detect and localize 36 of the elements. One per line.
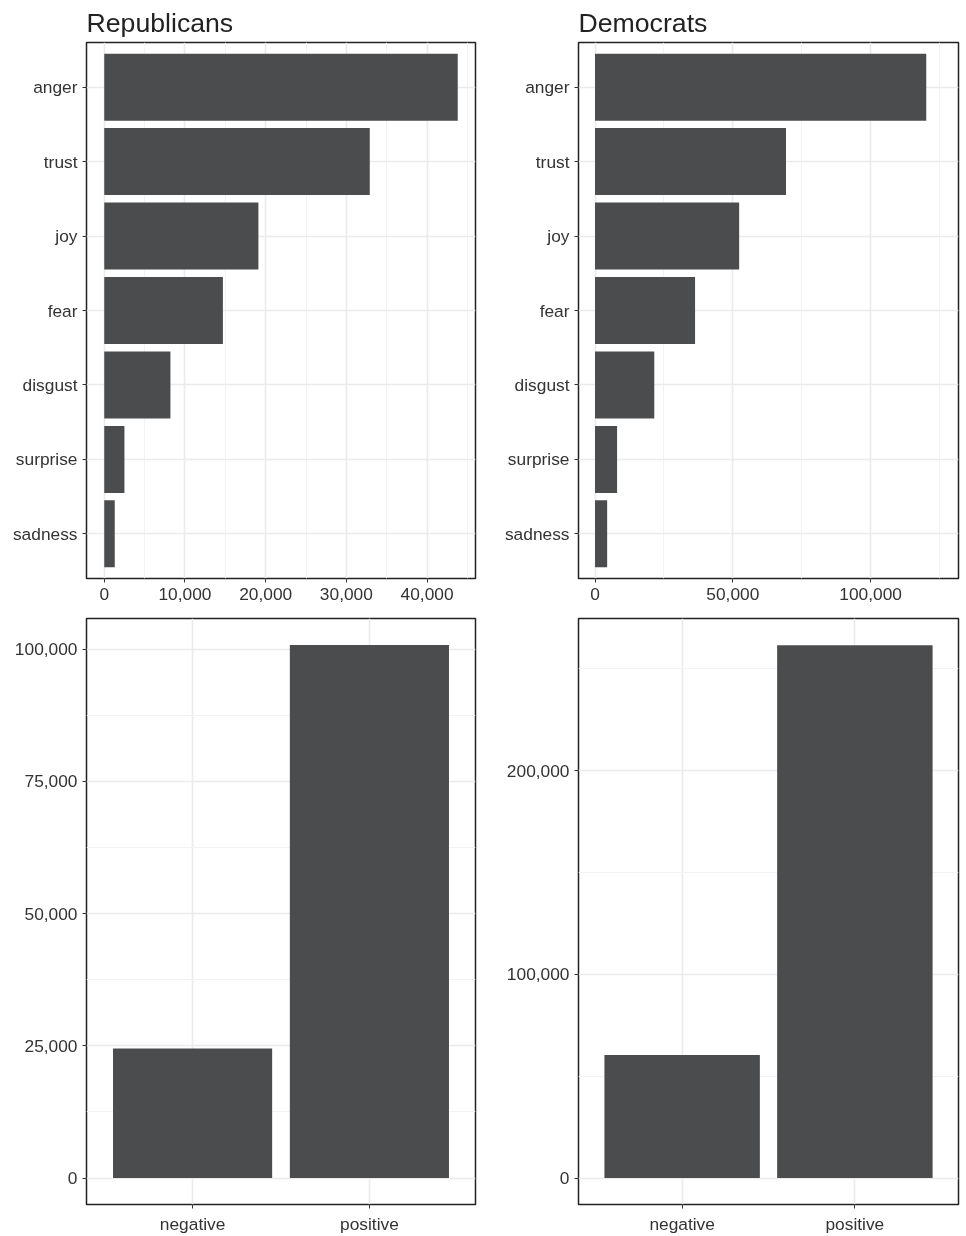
y-tick-label: 100,000 — [506, 964, 570, 985]
x-tick-label: 0 — [99, 583, 110, 604]
y-tick-label: joy — [54, 226, 78, 247]
x-tick-label: positive — [340, 1213, 399, 1234]
y-tick-label: disgust — [514, 374, 570, 395]
y-tick-label: 0 — [559, 1168, 570, 1189]
x-tick-label: negative — [649, 1213, 715, 1234]
y-tick-label: disgust — [22, 374, 78, 395]
y-tick-label: trust — [43, 151, 78, 172]
x-tick-label: 0 — [590, 583, 600, 604]
y-tick-label: 75,000 — [24, 771, 78, 792]
y-tick-label: anger — [525, 77, 570, 98]
y-tick-label: 100,000 — [14, 639, 78, 660]
x-tick-label: 20,000 — [239, 583, 293, 604]
y-tick-label: 200,000 — [506, 760, 570, 781]
x-tick-label: 10,000 — [158, 583, 212, 604]
y-tick-label: sadness — [12, 523, 78, 544]
y-tick-label: 50,000 — [24, 903, 78, 924]
y-tick-label: surprise — [15, 449, 78, 470]
x-tick-label: positive — [825, 1213, 885, 1234]
x-tick-label: 30,000 — [319, 583, 373, 604]
y-tick-label: 0 — [67, 1168, 78, 1189]
x-tick-label: 50,000 — [706, 583, 760, 604]
y-tick-label: sadness — [504, 523, 570, 544]
y-tick-label: surprise — [507, 449, 570, 470]
y-tick-label: fear — [539, 300, 570, 321]
x-tick-label: 40,000 — [400, 583, 454, 604]
chart-title: Republicans — [86, 7, 234, 38]
chart-title: Democrats — [578, 7, 708, 38]
x-tick-label: 100,000 — [839, 583, 902, 604]
y-tick-label: 25,000 — [24, 1035, 78, 1056]
y-tick-label: trust — [535, 151, 570, 172]
x-tick-label: negative — [159, 1213, 226, 1234]
y-tick-label: anger — [33, 77, 78, 98]
y-tick-label: fear — [47, 300, 78, 321]
y-tick-label: joy — [546, 226, 570, 247]
